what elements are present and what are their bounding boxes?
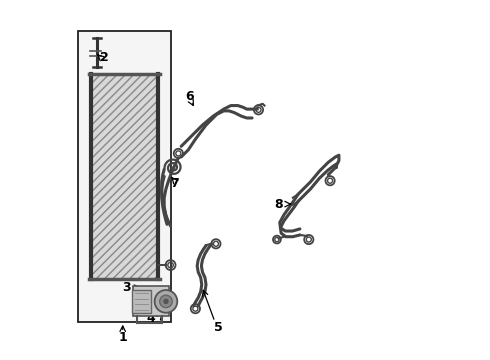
Text: 5: 5: [214, 321, 222, 334]
Text: 7: 7: [171, 177, 179, 190]
Bar: [78, 31, 171, 322]
Text: 8: 8: [274, 198, 283, 211]
Text: 6: 6: [185, 90, 194, 103]
Bar: [133, 286, 169, 316]
Circle shape: [160, 295, 172, 308]
Text: 2: 2: [100, 51, 109, 64]
Bar: [132, 290, 151, 313]
Text: 4: 4: [147, 312, 156, 325]
Circle shape: [155, 290, 177, 313]
Text: 3: 3: [122, 281, 131, 294]
Circle shape: [164, 300, 168, 303]
Text: 1: 1: [119, 331, 127, 344]
Bar: [91, 74, 158, 279]
